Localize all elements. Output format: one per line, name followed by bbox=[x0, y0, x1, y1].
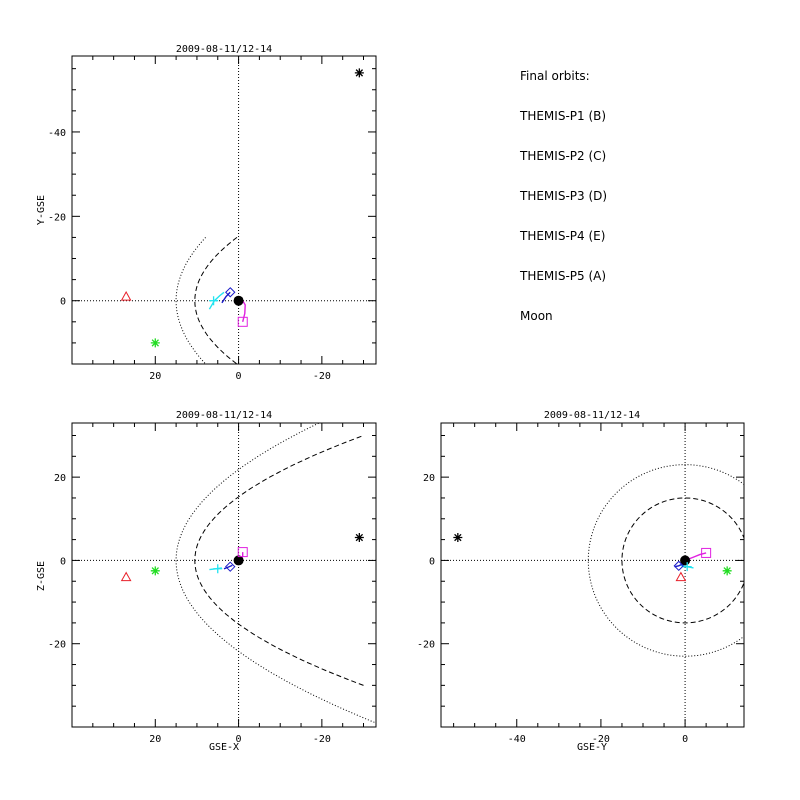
marker-p2 bbox=[722, 566, 732, 576]
x-tick-label: -20 bbox=[592, 734, 610, 745]
marker-p1 bbox=[675, 571, 687, 582]
plot-area bbox=[120, 68, 364, 364]
bow-shock-curve bbox=[175, 237, 207, 364]
y-tick-label: 20 bbox=[54, 473, 66, 484]
y-tick-label: -20 bbox=[48, 640, 66, 651]
plot-area bbox=[453, 464, 744, 657]
marker-p4 bbox=[225, 561, 236, 572]
legend-item-p4: THEMIS-P4 (E) bbox=[519, 229, 605, 243]
legend-item-p3: THEMIS-P3 (D) bbox=[519, 189, 607, 203]
panel-title: 2009-08-11/12-14 bbox=[176, 44, 272, 55]
x-axis-label: GSE-X bbox=[209, 742, 239, 753]
x-tick-label: 20 bbox=[149, 371, 161, 382]
marker-moon bbox=[354, 68, 364, 78]
orbit-track-p4 bbox=[223, 564, 233, 570]
x-tick-label: -40 bbox=[508, 734, 526, 745]
marker-p5 bbox=[237, 547, 248, 558]
marker-p5 bbox=[237, 316, 248, 327]
magnetopause-curve bbox=[194, 435, 364, 686]
panel-xy: 2009-08-11/12-14 Y-GSE 20 0 -20 -40 -20 0 bbox=[36, 44, 377, 382]
magnetopause-curve bbox=[194, 237, 238, 364]
x-tick-label: -20 bbox=[313, 371, 331, 382]
legend-title: Final orbits: bbox=[520, 69, 590, 83]
legend: Final orbits: THEMIS-P1 (B) THEMIS-P2 (C… bbox=[519, 69, 607, 323]
bow-shock-curve bbox=[175, 423, 376, 724]
x-tick-label: 0 bbox=[236, 734, 242, 745]
marker-p3 bbox=[682, 562, 692, 572]
legend-item-moon: Moon bbox=[520, 309, 553, 323]
y-tick-label: 0 bbox=[60, 556, 66, 567]
x-tick-label: 20 bbox=[149, 734, 161, 745]
legend-item-p5: THEMIS-P5 (A) bbox=[519, 269, 606, 283]
marker-p4 bbox=[225, 287, 236, 298]
orbit-track-p3 bbox=[208, 291, 225, 310]
earth-marker bbox=[233, 295, 244, 306]
bow-shock-circle bbox=[587, 464, 744, 657]
y-tick-label: -20 bbox=[417, 640, 435, 651]
y-tick-label: 0 bbox=[60, 297, 66, 308]
x-tick-label: 0 bbox=[682, 734, 688, 745]
x-tick-label: 0 bbox=[236, 371, 242, 382]
y-axis-label: Z-GSE bbox=[36, 561, 47, 591]
x-tick-label: -20 bbox=[313, 734, 331, 745]
marker-p1 bbox=[120, 571, 132, 582]
orbit-track-p4 bbox=[221, 291, 231, 304]
plot-frame bbox=[71, 422, 377, 728]
plot-frame bbox=[440, 422, 745, 728]
earth-marker bbox=[233, 555, 244, 566]
y-tick-label: 20 bbox=[423, 473, 435, 484]
magnetopause-circle bbox=[621, 497, 744, 624]
plot-area bbox=[120, 423, 376, 724]
marker-p2 bbox=[150, 566, 160, 576]
marker-p2 bbox=[150, 338, 160, 348]
legend-item-p1: THEMIS-P1 (B) bbox=[519, 109, 606, 123]
marker-p5 bbox=[701, 547, 712, 558]
legend-item-p2: THEMIS-P2 (C) bbox=[519, 149, 606, 163]
plot-frame bbox=[71, 55, 377, 365]
y-tick-label: -40 bbox=[48, 128, 66, 139]
marker-p4 bbox=[673, 560, 684, 572]
marker-moon bbox=[453, 533, 463, 543]
y-tick-label: -20 bbox=[48, 212, 66, 223]
panel-xz: 2009-08-11/12-14 Z-GSE GSE-X 20 0 -20 20 0 -2… bbox=[36, 410, 377, 753]
panel-title: 2009-08-11/12-14 bbox=[176, 410, 272, 421]
x-axis-label: GSE-Y bbox=[577, 742, 607, 753]
marker-p1 bbox=[120, 290, 132, 301]
marker-p3 bbox=[213, 564, 223, 574]
marker-p3 bbox=[209, 296, 219, 306]
marker-moon bbox=[354, 533, 364, 543]
panel-title: 2009-08-11/12-14 bbox=[544, 410, 640, 421]
panel-yz: 2009-08-11/12-14 GSE-Y -40 -20 0 20 0 -20 bbox=[417, 410, 745, 753]
y-tick-label: 0 bbox=[429, 556, 435, 567]
y-axis-label: Y-GSE bbox=[36, 195, 47, 225]
